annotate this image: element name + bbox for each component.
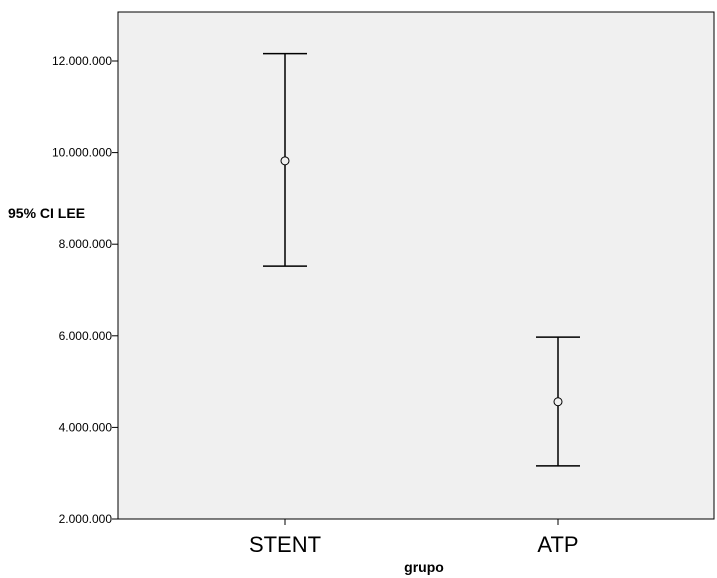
y-tick-label: 4.000.000 xyxy=(59,420,113,434)
mean-point xyxy=(553,397,563,407)
y-axis: 2.000.000 4.000.000 6.000.000 8.000.000 10.0… xyxy=(52,54,118,526)
y-axis-title: 95% CI LEE xyxy=(8,205,85,221)
x-axis: STENT ATP xyxy=(249,519,579,557)
mean-point xyxy=(280,156,290,166)
error-bar-atp xyxy=(536,336,580,467)
y-tick-label: 2.000.000 xyxy=(59,512,113,526)
x-tick-label: STENT xyxy=(249,532,321,557)
error-bar-stent xyxy=(263,52,307,267)
x-axis-title: grupo xyxy=(404,559,444,575)
y-tick-label: 10.000.000 xyxy=(52,146,112,160)
error-bars xyxy=(263,52,580,467)
y-tick-label: 8.000.000 xyxy=(59,237,113,251)
plot-area xyxy=(117,11,715,520)
y-tick-label: 12.000.000 xyxy=(52,54,112,68)
x-tick-label: ATP xyxy=(537,532,578,557)
y-tick-label: 6.000.000 xyxy=(59,329,113,343)
